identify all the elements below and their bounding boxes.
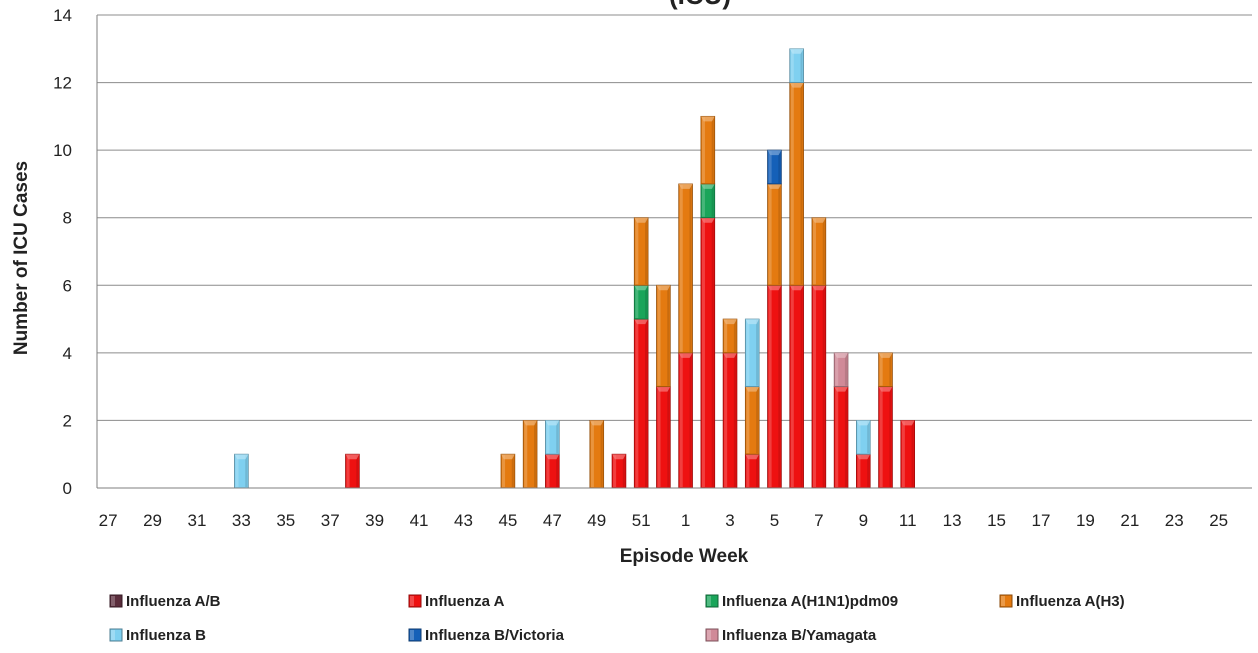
x-tick-label: 15 (987, 511, 1006, 530)
x-tick-label: 5 (770, 511, 779, 530)
y-tick-label: 8 (63, 209, 72, 228)
x-tick-label: 7 (814, 511, 823, 530)
y-tick-label: 0 (63, 479, 72, 498)
y-tick-label: 2 (63, 411, 72, 430)
x-axis-title: Episode Week (620, 546, 749, 567)
legend-label: Influenza B (126, 627, 206, 644)
x-tick-label: 11 (899, 511, 917, 530)
y-tick-label: 4 (63, 344, 72, 363)
bar-segment (789, 48, 804, 83)
bar-segment (900, 420, 916, 489)
bar-segment (744, 386, 760, 455)
legend-item: Influenza A(H3) (999, 593, 1125, 610)
x-tick-label: 13 (943, 511, 962, 530)
x-tick-label: 29 (143, 511, 162, 530)
x-tick-label: 1 (681, 511, 690, 530)
bar-segment (545, 420, 560, 455)
legend-label: Influenza A (425, 593, 505, 610)
legend-label: Influenza B/Yamagata (722, 627, 877, 644)
x-tick-label: 51 (632, 511, 651, 530)
bar-segment (678, 183, 693, 354)
x-tick-label: 17 (1032, 511, 1051, 530)
bar-segment (500, 453, 516, 489)
legend-label: Influenza B/Victoria (425, 627, 565, 644)
bar-segment (633, 217, 649, 286)
bar-segment (656, 284, 671, 388)
bar-segment (678, 352, 693, 489)
bar-segment (767, 284, 782, 489)
bar-segment (878, 386, 893, 489)
legend-label: Influenza A/B (126, 593, 221, 610)
x-tick-label: 47 (543, 511, 562, 530)
bar-segment (767, 183, 782, 286)
y-tick-label: 6 (63, 276, 72, 295)
x-tick-label: 49 (587, 511, 606, 530)
legend: Influenza A/B Influenza A Influenza A(H1N1… (109, 593, 1125, 644)
bar-segment (345, 453, 360, 489)
x-tick-label: 21 (1120, 511, 1139, 530)
bar-segment (789, 82, 804, 286)
x-tick-label: 43 (454, 511, 473, 530)
bar-segment (656, 386, 671, 489)
legend-label: Influenza A(H3) (1016, 593, 1125, 610)
bar-segment (767, 149, 782, 185)
x-tick-label: 9 (859, 511, 868, 530)
bar-segment (700, 183, 716, 219)
bar-segment (811, 284, 827, 489)
y-tick-label: 10 (53, 141, 72, 160)
legend-item: Influenza B/Yamagata (705, 627, 877, 644)
x-tick-label: 37 (321, 511, 340, 530)
bar-segment (856, 453, 871, 489)
y-tick-label: 14 (53, 6, 72, 25)
bar-segment (722, 318, 738, 354)
legend-label: Influenza A(H1N1)pdm09 (722, 593, 898, 610)
y-tick-label: 12 (53, 74, 72, 93)
legend-item: Influenza A/B (109, 593, 221, 610)
bar-segment (789, 284, 804, 489)
x-tick-label: 25 (1209, 511, 1228, 530)
bar-segment (833, 352, 849, 388)
bar-segment (811, 217, 827, 286)
x-tick-label: 39 (365, 511, 384, 530)
x-tick-label: 27 (99, 511, 118, 530)
bar-segment (589, 420, 605, 489)
y-axis-title: Number of ICU Cases (11, 161, 32, 355)
chart-title-fragment: (ICU) (669, 0, 731, 10)
legend-item: Influenza A (408, 593, 505, 610)
legend-item: Influenza B/Victoria (408, 627, 565, 644)
bar-segment (744, 318, 760, 388)
bar-segment (856, 420, 871, 455)
bar-segment (234, 453, 249, 489)
x-tick-label: 45 (498, 511, 517, 530)
x-tick-label: 41 (410, 511, 429, 530)
bar-segment (833, 386, 849, 489)
bar-segment (633, 284, 649, 320)
legend-item: Influenza A(H1N1)pdm09 (705, 593, 898, 610)
bar-segment (633, 318, 649, 489)
bar-segment (744, 453, 760, 489)
x-tick-label: 33 (232, 511, 251, 530)
bar-segment (700, 217, 716, 489)
x-tick-label: 35 (276, 511, 295, 530)
bar-segment (611, 453, 627, 489)
x-tick-label: 3 (725, 511, 734, 530)
x-tick-label: 19 (1076, 511, 1095, 530)
bar-segment (722, 352, 738, 489)
bar-segment (878, 352, 893, 388)
legend-item: Influenza B (109, 627, 206, 644)
bar-segment (522, 420, 538, 489)
bar-segment (700, 115, 716, 185)
bar-segment (545, 453, 560, 489)
x-tick-label: 23 (1165, 511, 1184, 530)
x-tick-label: 31 (187, 511, 206, 530)
